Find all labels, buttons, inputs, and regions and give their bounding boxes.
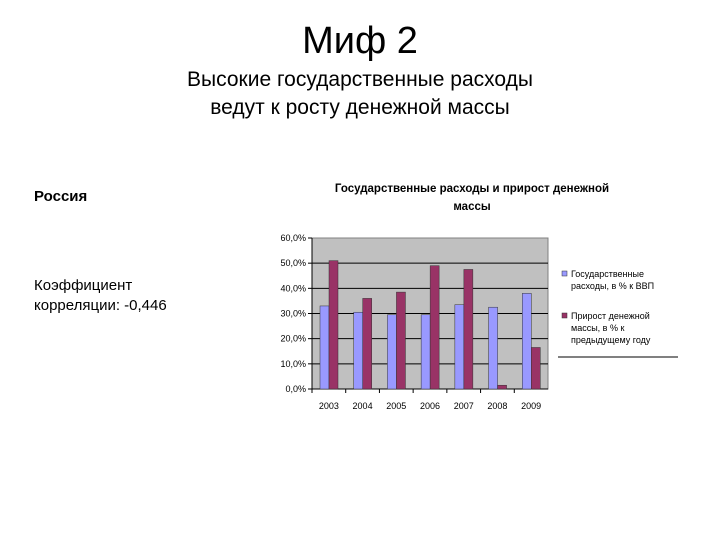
bar-series-1 <box>454 304 465 390</box>
correlation-text: Коэффициент корреляции: -0,446 <box>34 276 234 316</box>
y-tick-label: 10,0% <box>280 359 306 369</box>
y-tick-label: 30,0% <box>280 309 306 319</box>
x-tick-label: 2006 <box>420 401 440 411</box>
legend-swatch-series-1 <box>561 270 568 277</box>
y-tick-label: 20,0% <box>280 334 306 344</box>
bar-series-2 <box>362 298 372 390</box>
y-tick-label: 60,0% <box>280 233 306 243</box>
legend-label-series-1: Государственные <box>571 269 644 279</box>
bar-series-2 <box>429 265 440 390</box>
bar-series-1 <box>488 306 498 390</box>
legend-label-series-1: расходы, в % к ВВП <box>571 281 654 291</box>
correlation-line-1: Коэффициент <box>34 277 133 294</box>
legend-label-series-2: предыдущему году <box>571 335 651 345</box>
bar-series-1 <box>420 314 431 390</box>
correlation-line-2: корреляции: -0,446 <box>34 297 167 314</box>
x-tick-label: 2004 <box>353 401 373 411</box>
y-tick-label: 40,0% <box>280 283 306 293</box>
bar-series-1 <box>387 314 397 390</box>
x-tick-label: 2005 <box>386 401 406 411</box>
bar-series-1 <box>319 305 330 390</box>
slide-title: Миф 2 <box>302 20 418 62</box>
subtitle-line-1: Высокие государственные расходы <box>187 68 533 91</box>
bar-series-2 <box>531 347 541 390</box>
bar-series-2 <box>396 291 406 390</box>
x-tick-label: 2008 <box>487 401 507 411</box>
subtitle-line-2: ведут к росту денежной массы <box>210 96 510 119</box>
bar-series-2 <box>497 384 507 390</box>
bar-series-2 <box>463 269 474 390</box>
y-tick-label: 50,0% <box>280 258 306 268</box>
chart-title-line-1: Государственные расходы и прирост денежн… <box>335 183 609 195</box>
legend-swatch-series-2 <box>561 312 568 319</box>
legend-label-series-2: Прирост денежной <box>571 311 650 321</box>
bar-series-1 <box>522 293 532 390</box>
chart-title-line-2: массы <box>453 201 491 213</box>
bar-series-2 <box>328 260 339 390</box>
x-tick-label: 2007 <box>454 401 474 411</box>
legend-label-series-2: массы, в % к <box>571 323 624 333</box>
slide-subtitle: Высокие государственные расходы ведут к … <box>0 66 720 122</box>
y-tick-label: 0,0% <box>285 384 306 394</box>
x-tick-label: 2003 <box>319 401 339 411</box>
bar-series-1 <box>353 311 363 390</box>
x-tick-label: 2009 <box>521 401 541 411</box>
region-label: Россия <box>34 188 88 205</box>
